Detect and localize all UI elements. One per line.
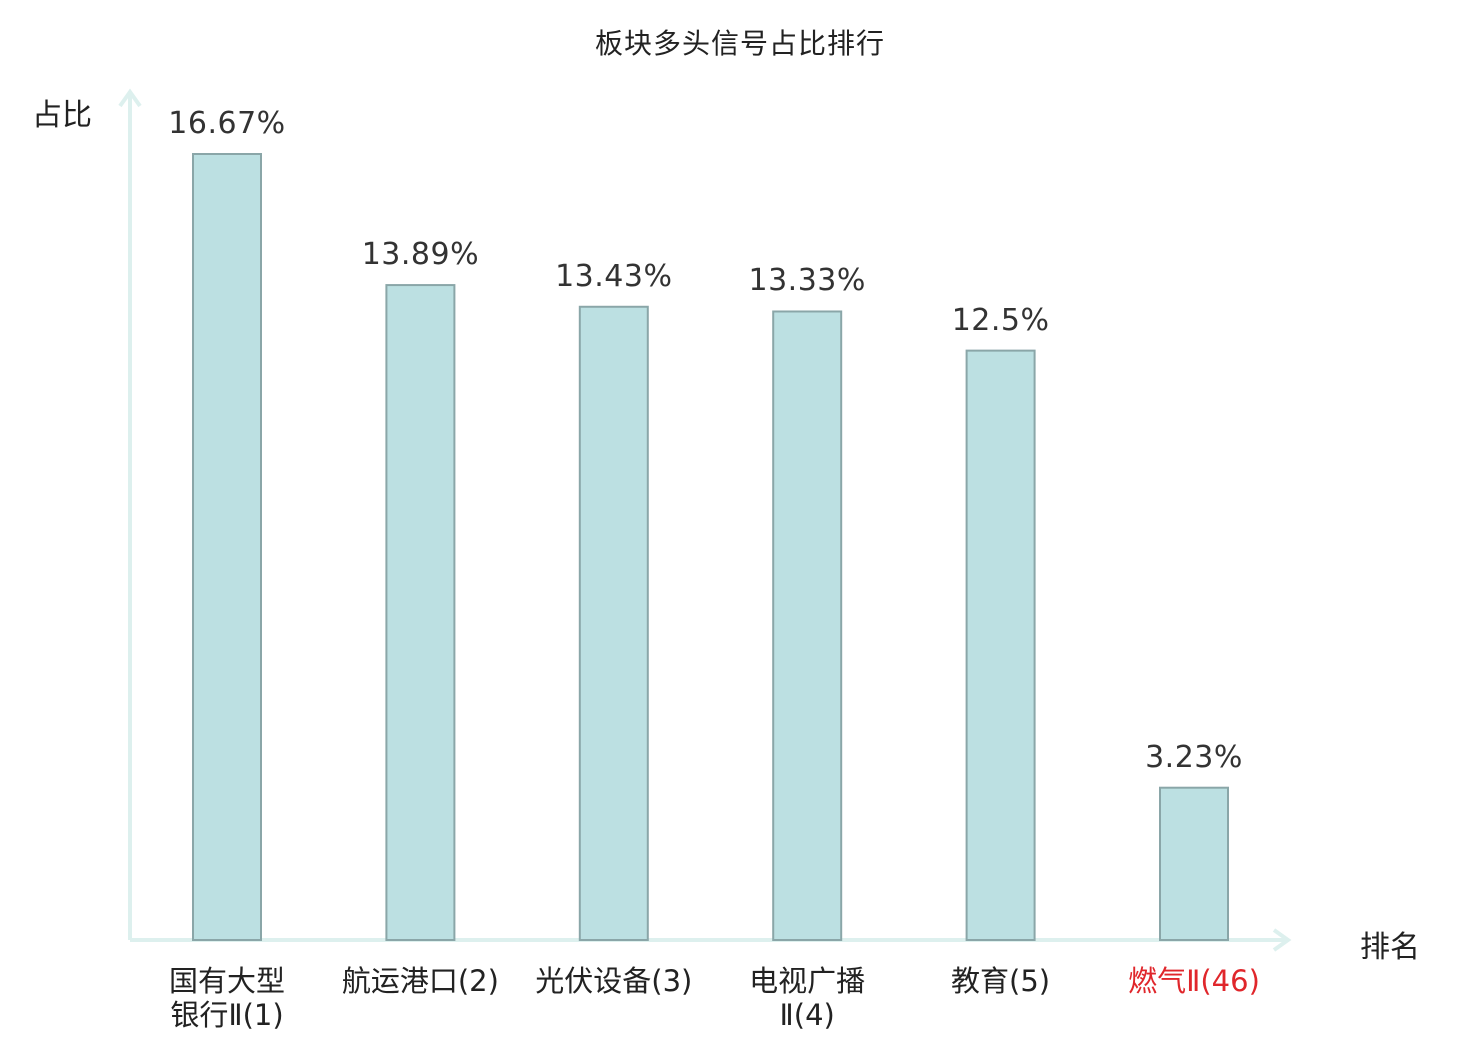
bar-3 bbox=[578, 305, 649, 942]
bar-4 bbox=[772, 310, 843, 941]
chart-title: 板块多头信号占比排行 bbox=[594, 27, 885, 60]
category-label-3: 光伏设备(3) bbox=[514, 964, 714, 998]
value-label-1: 16.67% bbox=[168, 106, 286, 141]
category-label-line: 燃气Ⅱ(46) bbox=[1128, 964, 1260, 998]
category-label-line: 银行Ⅱ(1) bbox=[170, 998, 284, 1032]
value-label-4: 13.33% bbox=[748, 263, 866, 299]
bar-5 bbox=[965, 349, 1036, 942]
category-label-line: 国有大型 bbox=[168, 964, 285, 998]
value-label-6: 3.23% bbox=[1145, 739, 1243, 775]
category-label-6: 燃气Ⅱ(46) bbox=[1094, 964, 1294, 998]
category-label-5: 教育(5) bbox=[901, 964, 1101, 998]
x-axis-title: 排名 bbox=[1360, 930, 1420, 965]
bar-2 bbox=[385, 284, 456, 941]
category-label-line: 电视广播 bbox=[749, 964, 866, 998]
bar-6 bbox=[1159, 786, 1229, 942]
bar-1 bbox=[192, 153, 262, 941]
category-label-line: Ⅱ(4) bbox=[779, 998, 835, 1032]
category-label-2: 航运港口(2) bbox=[320, 964, 520, 998]
value-label-2: 13.89% bbox=[361, 237, 480, 273]
category-label-line: 光伏设备(3) bbox=[535, 964, 693, 998]
value-label-5: 12.5% bbox=[951, 302, 1050, 338]
x-axis-arrow bbox=[1272, 928, 1292, 952]
category-label-4: 电视广播 Ⅱ(4) bbox=[707, 964, 907, 1032]
y-axis-title: 占比 bbox=[32, 98, 92, 133]
category-label-line: 教育(5) bbox=[951, 964, 1051, 998]
category-label-1: 国有大型 银行Ⅱ(1) bbox=[127, 964, 327, 1032]
category-label-line: 航运港口(2) bbox=[341, 964, 499, 998]
y-axis-arrow bbox=[118, 88, 142, 108]
value-label-3: 13.43% bbox=[555, 258, 673, 294]
